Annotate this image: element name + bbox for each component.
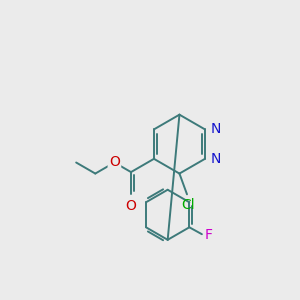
Text: N: N: [210, 152, 220, 167]
Text: O: O: [126, 200, 136, 214]
Text: Cl: Cl: [181, 198, 194, 212]
Text: O: O: [109, 154, 120, 169]
Text: N: N: [210, 122, 220, 136]
Text: F: F: [205, 228, 213, 242]
